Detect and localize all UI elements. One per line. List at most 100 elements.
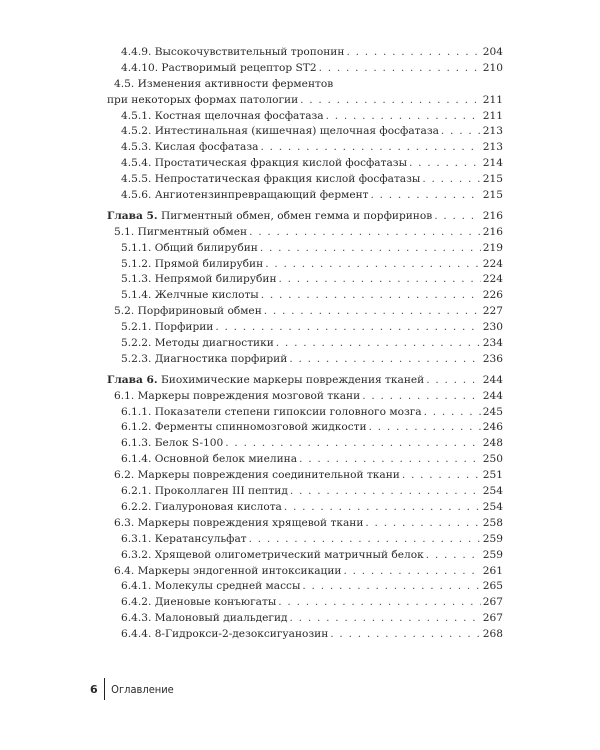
- toc-entry-title: 6.1.2. Ферменты спинномозговой жидкости: [121, 420, 367, 436]
- page-number: 6: [90, 682, 98, 696]
- toc-page-number: 236: [482, 352, 503, 365]
- toc-entry-label: 4.5.1. Костная щелочная фосфатаза: [121, 109, 324, 122]
- toc-entry: 6.4.4. 8-Гидрокси-2-дезоксигуанозин. . .…: [107, 627, 503, 643]
- toc-entry-label: 6.1.1. Показатели степени гипоксии голов…: [121, 405, 422, 418]
- toc-entry: 5.1.3. Непрямой билирубин. . . . . . . .…: [107, 272, 503, 288]
- toc-page-number: 254: [482, 500, 503, 513]
- toc-entry-title: 6.4.2. Диеновые конъюгаты: [121, 595, 276, 611]
- toc-entry-label: 4.5.6. Ангиотензинпревращающий фермент: [121, 189, 369, 202]
- toc-entry-label: 6.4. Маркеры эндогенной интоксикации: [114, 564, 342, 577]
- dot-leader: . . . . . . . . . . . . . . . . . . . . …: [278, 273, 481, 286]
- toc-entry-title: 4.5.5. Непростатическая фракция кислой ф…: [121, 172, 420, 188]
- toc-entry-label: 6.1.2. Ферменты спинномозговой жидкости: [121, 421, 367, 434]
- toc-entry-label: 6.4.2. Диеновые конъюгаты: [121, 596, 277, 609]
- toc-entry: 5.2. Порфириновый обмен. . . . . . . . .…: [107, 304, 503, 320]
- toc-entry: 6.1.4. Основной белок миелина. . . . . .…: [107, 452, 503, 468]
- dot-leader: . . . . . . . . . . . . . . . . . . . . …: [259, 241, 481, 254]
- toc-page-number: 259: [482, 548, 503, 561]
- toc-entry-label: 6.3.1. Кератансульфат: [121, 532, 247, 545]
- toc-entry: при некоторых формах патологии. . . . . …: [107, 93, 503, 109]
- toc-page-number: 261: [482, 564, 503, 577]
- toc-entry-label: 6.4.1. Молекулы средней массы: [121, 580, 301, 593]
- toc-entry: 6.4.1. Молекулы средней массы. . . . . .…: [107, 579, 503, 595]
- toc-entry: 6.4.3. Малоновый диальдегид. . . . . . .…: [107, 611, 503, 627]
- toc-entry-label: Биохимические маркеры повреждения тканей: [161, 373, 425, 386]
- toc-entry-label: 5.1.4. Желчные кислоты: [121, 289, 259, 302]
- dot-leader: . . . . . . . . . . . . . . . . . . . . …: [299, 453, 481, 466]
- toc-entry-title: 4.5.6. Ангиотензинпревращающий фермент: [121, 188, 369, 204]
- toc-entry-label: 6.2.2. Гиалуроновая кислота: [121, 500, 282, 513]
- toc-entry-title: 5.2. Порфириновый обмен: [114, 304, 262, 320]
- toc-entry-label: 6.3.2. Хрящевой олигометрический матричн…: [121, 548, 424, 561]
- toc-entry-title: 6.2. Маркеры повреждения соединительной …: [114, 468, 400, 484]
- toc-page-number: 248: [482, 437, 503, 450]
- dot-leader: . . . . . . . . . . . . . . . . . . . . …: [260, 141, 480, 154]
- toc-page-number: 215: [482, 189, 503, 202]
- dot-leader: . . . . . . . . . . . . . . . . . . . . …: [426, 373, 481, 386]
- toc-entry: 5.1.4. Желчные кислоты. . . . . . . . . …: [107, 288, 503, 304]
- toc-chapter: Глава 5. Пигментный обмен, обмен гемма и…: [107, 209, 503, 225]
- toc-entry: 6.4. Маркеры эндогенной интоксикации. . …: [107, 564, 503, 580]
- dot-leader: . . . . . . . . . . . . . . . . . . . . …: [425, 548, 481, 561]
- toc-entry-title: 4.5.3. Кислая фосфатаза: [121, 140, 258, 156]
- dot-leader: . . . . . . . . . . . . . . . . . . . . …: [275, 337, 481, 350]
- toc-entry-title: 6.3.2. Хрящевой олигометрический матричн…: [121, 548, 424, 564]
- toc-entry: 5.2.3. Диагностика порфирий. . . . . . .…: [107, 352, 503, 368]
- toc-page-number: 226: [482, 289, 503, 302]
- footer-divider: [103, 678, 106, 700]
- toc-entry-label: 5.1.2. Прямой билирубин: [121, 257, 264, 270]
- page-footer: 6 Оглавление: [90, 678, 174, 700]
- toc-entry: 5.1.2. Прямой билирубин. . . . . . . . .…: [107, 257, 503, 273]
- toc-page-number: 246: [482, 421, 503, 434]
- toc-page-number: 267: [482, 596, 503, 609]
- toc-entry-label: 4.4.9. Высокочувствительный тропонин: [121, 46, 345, 58]
- dot-leader: . . . . . . . . . . . . . . . . . . . . …: [249, 225, 481, 238]
- toc-page-number: 224: [482, 273, 503, 286]
- toc-entry-label: 6.4.4. 8-Гидрокси-2-дезоксигуанозин: [121, 628, 329, 641]
- toc-entry-label: 6.3. Маркеры повреждения хрящевой ткани: [114, 516, 364, 529]
- toc-entry-title: 5.1.1. Общий билирубин: [121, 241, 258, 257]
- dot-leader: . . . . . . . . . . . . . . . . . . . . …: [370, 189, 481, 202]
- toc-entry: 6.4.2. Диеновые конъюгаты. . . . . . . .…: [107, 595, 503, 611]
- dot-leader: . . . . . . . . . . . . . . . . . . . . …: [289, 352, 480, 365]
- toc-entry: 6.3. Маркеры повреждения хрящевой ткани.…: [107, 516, 503, 532]
- toc-entry-title: 6.1.4. Основной белок миелина: [121, 452, 297, 468]
- toc-entry: 6.3.1. Кератансульфат. . . . . . . . . .…: [107, 532, 503, 548]
- toc-entry-label: 4.5. Изменения активности ферментов: [114, 77, 334, 90]
- toc-entry-title: 6.1.3. Белок S-100: [121, 436, 223, 452]
- toc-entry-label: 5.1. Пигментный обмен: [114, 225, 248, 238]
- toc-entry-label: 5.1.1. Общий билирубин: [121, 241, 258, 254]
- toc-entry: 4.5.2. Интестинальная (кишечная) щелочна…: [107, 124, 503, 140]
- toc-entry-title: 4.4.10. Растворимый рецептор ST2: [121, 61, 317, 77]
- toc-entry-label: 5.2.3. Диагностика порфирий: [121, 352, 288, 365]
- dot-leader: . . . . . . . . . . . . . . . . . . . . …: [325, 109, 481, 122]
- toc-entry-title: при некоторых формах патологии: [107, 93, 298, 109]
- dot-leader: . . . . . . . . . . . . . . . . . . . . …: [263, 305, 481, 318]
- toc-entry-label: при некоторых формах патологии: [107, 93, 299, 106]
- toc-entry-title: 6.4.4. 8-Гидрокси-2-дезоксигуанозин: [121, 627, 328, 643]
- toc-page-number: 211: [482, 93, 503, 106]
- toc-entry-title: 6.2.2. Гиалуроновая кислота: [121, 500, 282, 516]
- toc-entry: 6.1. Маркеры повреждения мозговой ткани.…: [107, 389, 503, 405]
- toc-entry-title: 6.3.1. Кератансульфат: [121, 532, 247, 548]
- toc-page-number: 215: [482, 173, 503, 186]
- toc-entry-title: 4.5.2. Интестинальная (кишечная) щелочна…: [121, 124, 439, 140]
- toc-page-number: 251: [482, 469, 503, 482]
- toc-entry-title: Глава 5. Пигментный обмен, обмен гемма и…: [107, 209, 432, 225]
- dot-leader: . . . . . . . . . . . . . . . . . . . . …: [409, 157, 481, 170]
- toc-page-number: 214: [482, 157, 503, 170]
- toc-entry-title: 5.1.2. Прямой билирубин: [121, 257, 263, 273]
- dot-leader: . . . . . . . . . . . . . . . . . . . . …: [289, 485, 481, 498]
- toc-page-number: 224: [482, 257, 503, 270]
- toc-entry-label: 6.4.3. Малоновый диальдегид: [121, 612, 288, 625]
- toc-entry: 4.5.3. Кислая фосфатаза. . . . . . . . .…: [107, 140, 503, 156]
- dot-leader: . . . . . . . . . . . . . . . . . . . . …: [300, 93, 481, 106]
- dot-leader: . . . . . . . . . . . . . . . . . . . . …: [346, 46, 480, 58]
- toc-page-number: 234: [482, 337, 503, 350]
- toc-entry: 6.2. Маркеры повреждения соединительной …: [107, 468, 503, 484]
- toc-entry: 4.4.9. Высокочувствительный тропонин. . …: [107, 45, 503, 61]
- toc-entry: 5.1.1. Общий билирубин. . . . . . . . . …: [107, 241, 503, 257]
- toc-entry-title: 5.1.3. Непрямой билирубин: [121, 272, 277, 288]
- toc-entry-label: 6.1.4. Основной белок миелина: [121, 453, 298, 466]
- toc-entry: 4.5.1. Костная щелочная фосфатаза. . . .…: [107, 109, 503, 125]
